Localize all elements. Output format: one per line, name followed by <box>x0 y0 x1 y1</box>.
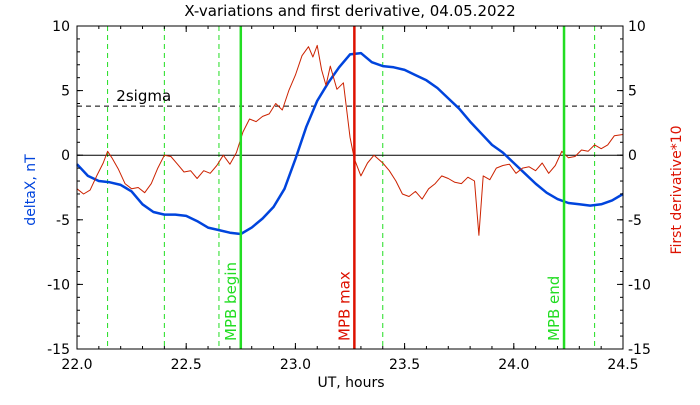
x-tick-label: 23.0 <box>280 357 311 373</box>
y-left-tick-label: 5 <box>61 84 70 100</box>
y-right-tick-label: -15 <box>628 342 651 358</box>
y-right-tick-label: -10 <box>628 277 651 293</box>
x-tick-label: 22.5 <box>171 357 202 373</box>
series-line-derivative <box>76 44 624 236</box>
y-left-tick-label: 0 <box>61 148 70 164</box>
series-line-deltax <box>76 51 624 236</box>
y-right-tick-label: 0 <box>628 148 637 164</box>
marker-label-0: MPB begin <box>222 262 240 341</box>
y-axis-right-title: First derivative*10 <box>669 125 685 254</box>
y-left-tick-label: -15 <box>47 342 70 358</box>
x-tick-label: 24.5 <box>607 357 638 373</box>
axes-layer: 22.0 22.5 23.0 23.5 24.0 24.5 10 5 0 -5 -10 -15 10 5 0… <box>47 19 651 373</box>
x-tick-label: 22.0 <box>61 357 92 373</box>
plot-area: 2sigma MPB begin MPB max MPB end <box>76 26 624 349</box>
y-right-tick-label: -5 <box>628 213 642 229</box>
x-tick-label: 24.0 <box>498 357 529 373</box>
chart-title: X-variations and first derivative, 04.05… <box>184 2 515 20</box>
y-right-tick-label: 5 <box>628 84 637 100</box>
y-left-tick-label: -10 <box>47 277 70 293</box>
y-right-tick-label: 10 <box>628 19 646 35</box>
y-left-tick-label: -5 <box>56 213 70 229</box>
marker-label-1: MPB max <box>335 271 353 341</box>
sigma-label: 2sigma <box>116 87 171 105</box>
x-axis-title: UT, hours <box>317 375 384 391</box>
y-axis-left-title: deltaX, nT <box>23 154 39 226</box>
marker-label-2: MPB end <box>545 276 563 341</box>
x-tick-label: 23.5 <box>389 357 420 373</box>
y-left-tick-label: 10 <box>52 19 70 35</box>
plot-frame <box>76 25 624 350</box>
